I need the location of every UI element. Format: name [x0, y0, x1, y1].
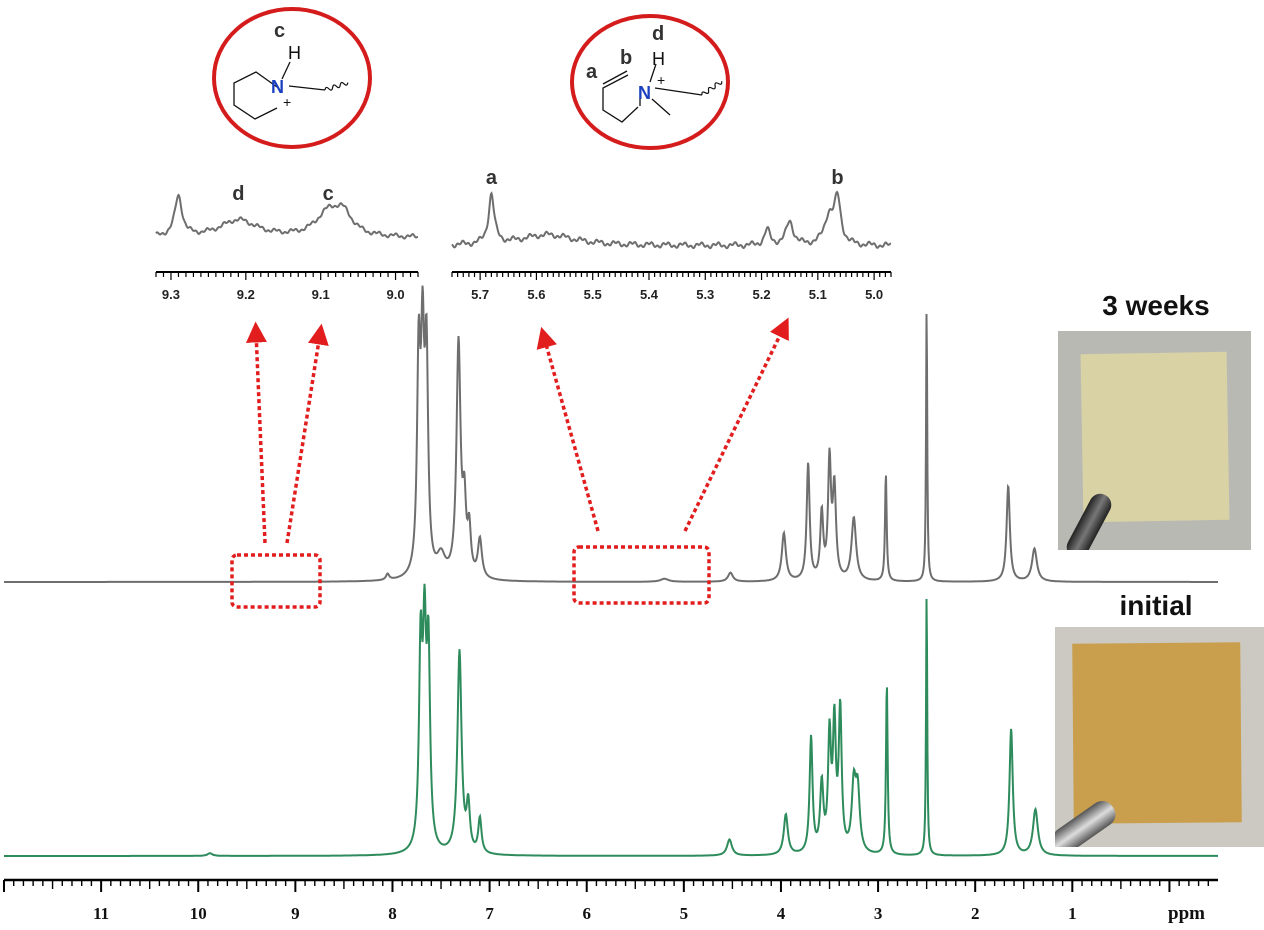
arrow-nh-right	[285, 323, 329, 544]
inset-vinyl-region: 5.7 5.6 5.5 5.4 5.3 5.2 5.1 5.0 a b	[451, 167, 892, 302]
peak-label: d	[232, 183, 244, 205]
structure-circle	[212, 7, 372, 149]
series-line	[4, 583, 1218, 857]
arrow-vinyl-left	[536, 326, 600, 532]
x-tick-label: 1	[1068, 904, 1077, 923]
x-tick-label: 2	[971, 904, 980, 923]
structure-piperidinium: N H + c	[212, 7, 372, 149]
inset-tick-label: 5.5	[584, 287, 602, 302]
peak-label: c	[323, 183, 334, 205]
spectra-layer	[4, 285, 1218, 857]
peak-label: b	[831, 167, 843, 189]
charge: +	[283, 94, 291, 110]
inset-tick-label: 5.2	[753, 287, 771, 302]
proton-label-d: d	[652, 23, 664, 45]
photo-label-3-weeks: 3 weeks	[1102, 290, 1210, 321]
inset-tick-label: 5.0	[865, 287, 883, 302]
inset-tick-label: 5.3	[696, 287, 714, 302]
film-sample	[1072, 642, 1242, 824]
peak-label: a	[486, 167, 498, 189]
atom-n: N	[271, 77, 284, 97]
inset-tick-label: 9.0	[387, 287, 405, 302]
arrow-nh-left	[245, 321, 267, 544]
inset-line	[451, 190, 892, 250]
inset-tick-label: 9.1	[312, 287, 330, 302]
highlight-box-nh	[230, 553, 322, 609]
inset-tick-label: 5.6	[527, 287, 545, 302]
photo-label-initial: initial	[1119, 590, 1193, 621]
atom-n: N	[638, 83, 651, 103]
arrow-vinyl-right	[683, 317, 789, 532]
atom-h: H	[288, 43, 301, 63]
photo-3-weeks	[1058, 331, 1251, 550]
inset-nh-region: 9.3 9.2 9.1 9.0 d c	[155, 183, 419, 302]
x-axis: 11 10 9 8 7 6 5 4 3 2 1 ppm	[3, 878, 1218, 924]
charge: +	[657, 72, 665, 88]
x-tick-label: 9	[291, 904, 300, 923]
highlight-annotations	[230, 317, 789, 609]
proton-label-a: a	[586, 61, 598, 83]
x-tick-label: 11	[93, 904, 109, 923]
x-tick-label: 6	[582, 904, 591, 923]
inset-tick-label: 9.3	[162, 287, 180, 302]
x-tick-label: 4	[777, 904, 786, 923]
highlight-box-vinyl	[572, 545, 711, 605]
x-tick-label: 7	[485, 904, 494, 923]
inset-line	[155, 193, 419, 240]
photo-initial	[1055, 627, 1264, 847]
x-tick-label: 8	[388, 904, 397, 923]
atom-h: H	[652, 49, 665, 69]
inset-tick-label: 5.1	[809, 287, 827, 302]
inset-tick-label: 9.2	[237, 287, 255, 302]
proton-label-c: c	[274, 20, 285, 42]
inset-tick-label: 5.7	[471, 287, 489, 302]
x-axis-label: ppm	[1168, 903, 1205, 924]
inset-tick-label: 5.4	[640, 287, 659, 302]
structure-allylammonium: N H + d a b	[570, 14, 730, 150]
series-line	[4, 285, 1218, 583]
x-tick-label: 5	[680, 904, 689, 923]
x-tick-label: 3	[874, 904, 883, 923]
x-tick-label: 10	[190, 904, 207, 923]
proton-label-b: b	[620, 47, 632, 69]
